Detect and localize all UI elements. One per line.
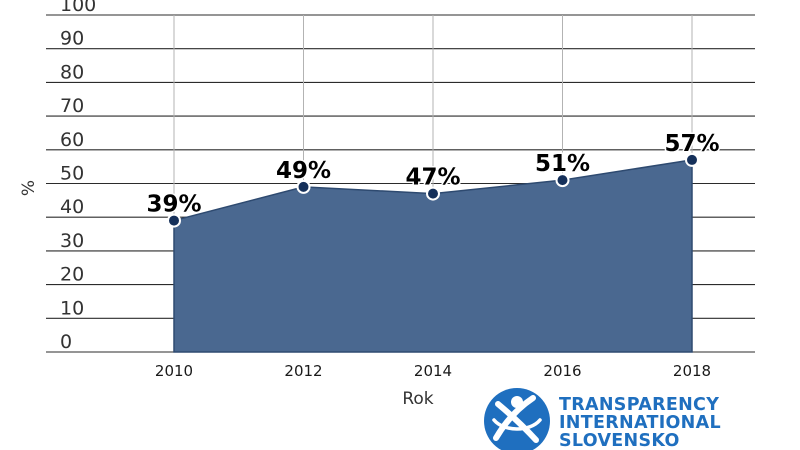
x-tick-label: 2014 — [414, 362, 452, 380]
y-tick-label: 10 — [60, 297, 84, 319]
y-tick-label: 0 — [60, 331, 72, 353]
data-label: 51% — [535, 151, 590, 177]
x-tick-label: 2012 — [284, 362, 322, 380]
logo-line-3: SLOVENSKO — [559, 431, 680, 450]
y-tick-label: 80 — [60, 61, 84, 83]
area-fill — [173, 159, 693, 353]
x-tick-label: 2018 — [673, 362, 711, 380]
y-tick-label: 100 — [60, 0, 96, 16]
x-tick-label: 2016 — [543, 362, 581, 380]
x-axis-title: Rok — [402, 389, 433, 409]
y-axis: 0 10 20 30 40 50 60 70 80 90 100 — [60, 0, 96, 353]
transparency-international-logo: TRANSPARENCY INTERNATIONAL SLOVENSKO — [484, 388, 721, 450]
globe-figure-icon — [484, 388, 550, 450]
data-point-marker — [296, 179, 311, 194]
data-label: 49% — [276, 158, 331, 184]
area-series — [173, 159, 693, 353]
y-tick-label: 20 — [60, 264, 84, 286]
y-tick-label: 60 — [60, 129, 84, 151]
y-tick-label: 30 — [60, 230, 84, 252]
data-point-marker — [167, 213, 181, 228]
y-tick-label: 40 — [60, 196, 84, 218]
point-markers — [167, 152, 699, 228]
data-point-marker — [426, 186, 440, 201]
y-axis-title: % — [19, 180, 39, 196]
y-tick-label: 50 — [60, 163, 84, 185]
y-tick-label: 90 — [60, 28, 84, 50]
data-label: 39% — [146, 192, 201, 218]
data-label: 57% — [664, 131, 719, 157]
data-label: 47% — [405, 165, 460, 191]
data-point-marker — [555, 173, 570, 188]
logo-line-2: INTERNATIONAL — [559, 413, 721, 433]
x-tick-label: 2010 — [155, 362, 193, 380]
data-point-marker — [685, 152, 699, 167]
data-labels: 39% 49% 47% 51% 57% — [145, 129, 721, 219]
x-axis: 2010 2012 2014 2016 2018 — [155, 362, 711, 380]
logo-line-1: TRANSPARENCY — [559, 395, 719, 415]
y-tick-label: 70 — [60, 95, 84, 117]
